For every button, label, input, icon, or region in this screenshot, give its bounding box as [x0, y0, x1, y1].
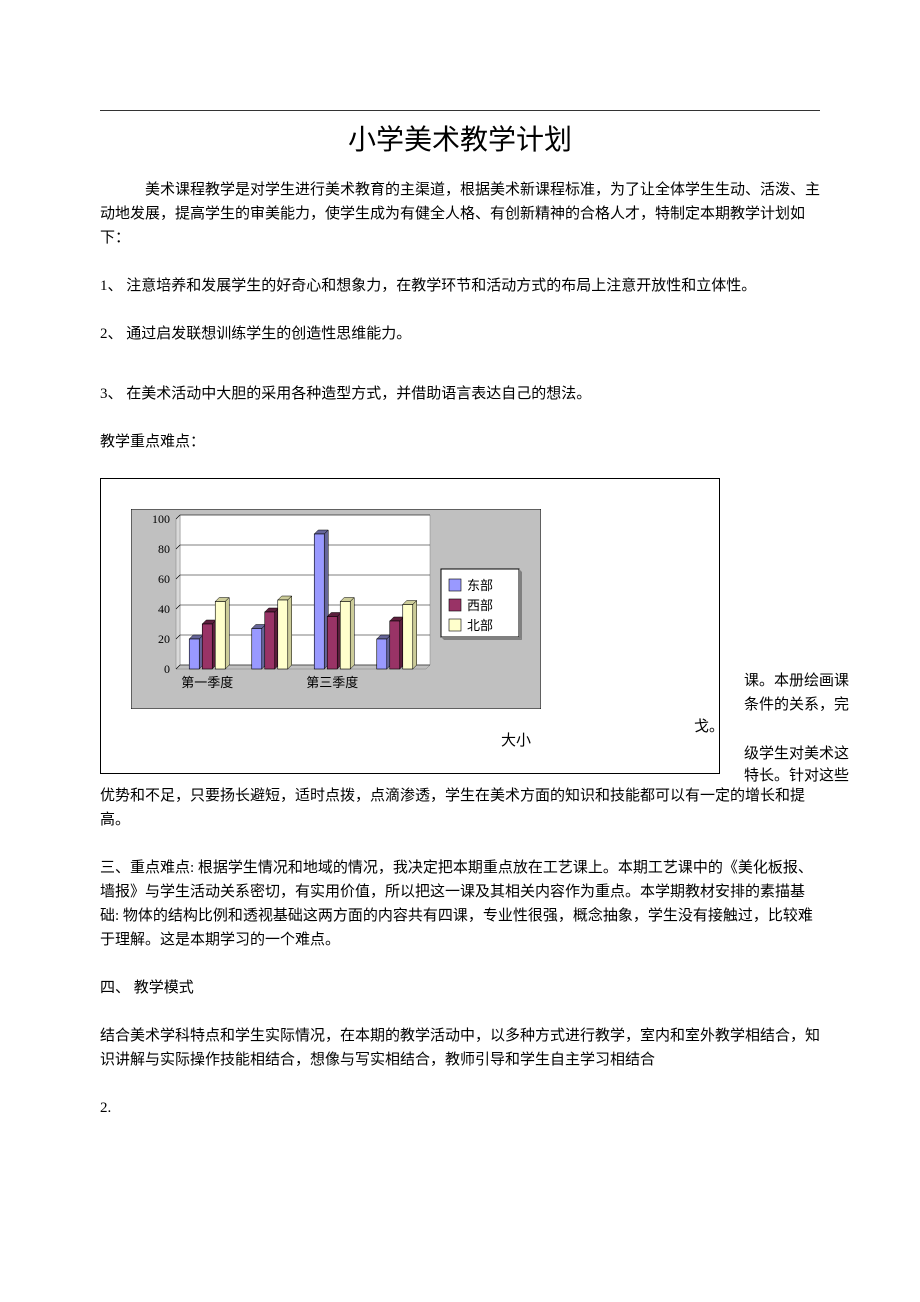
section-4-body: 结合美术学科特点和学生实际情况，在本期的教学活动中，以多种方式进行教学，室内和室… [100, 1024, 820, 1072]
svg-text:第一季度: 第一季度 [181, 675, 233, 690]
svg-text:20: 20 [158, 632, 170, 646]
point-1: 1、 注意培养和发展学生的好奇心和想象力，在教学环节和活动方式的布局上注意开放性… [100, 274, 820, 298]
svg-text:北部: 北部 [467, 618, 493, 633]
svg-text:西部: 西部 [467, 598, 493, 613]
section-3: 三、重点难点: 根据学生情况和地域的情况，我决定把本期重点放在工艺课上。本期工艺… [100, 856, 820, 952]
svg-text:东部: 东部 [467, 578, 493, 593]
bar-chart: 0 20 40 60 80 100 第一季度 第三季度 东部西部北部 [131, 509, 541, 709]
svg-text:第三季度: 第三季度 [306, 675, 358, 690]
occluded-text-1: 课。本册绘画课 [744, 669, 849, 693]
footer-number: 2. [100, 1096, 820, 1120]
section-4-heading: 四、 教学模式 [100, 976, 820, 1000]
top-divider [100, 110, 820, 111]
page-title: 小学美术教学计划 [100, 119, 820, 164]
occluded-text-5: 特长。针对这些 [744, 764, 849, 788]
after-chart-paragraph: 优势和不足，只要扬长避短，适时点拨，点滴渗透，学生在美术方面的知识和技能都可以有… [100, 784, 820, 832]
svg-text:0: 0 [164, 662, 170, 676]
chart-xlabel: 大小 [501, 729, 531, 753]
intro-paragraph: 美术课程教学是对学生进行美术教育的主渠道，根据美术新课程标准，为了让全体学生生动… [100, 178, 820, 250]
svg-text:40: 40 [158, 602, 170, 616]
svg-text:60: 60 [158, 572, 170, 586]
occluded-text-2: 条件的关系，完 [744, 693, 849, 717]
point-3: 3、 在美术活动中大胆的采用各种造型方式，并借助语言表达自己的想法。 [100, 382, 820, 406]
occluded-text-3: 戈。 [694, 715, 724, 739]
svg-text:80: 80 [158, 542, 170, 556]
point-2: 2、 通过启发联想训练学生的创造性思维能力。 [100, 322, 820, 346]
svg-text:100: 100 [152, 512, 170, 526]
emphasis-heading: 教学重点难点： [100, 430, 820, 454]
chart-container: 020406080100第一季度第三季度东部西部北部 大小 课。本册绘画课 条件… [100, 478, 720, 774]
occluded-text-4: 级学生对美术这 [744, 742, 849, 766]
